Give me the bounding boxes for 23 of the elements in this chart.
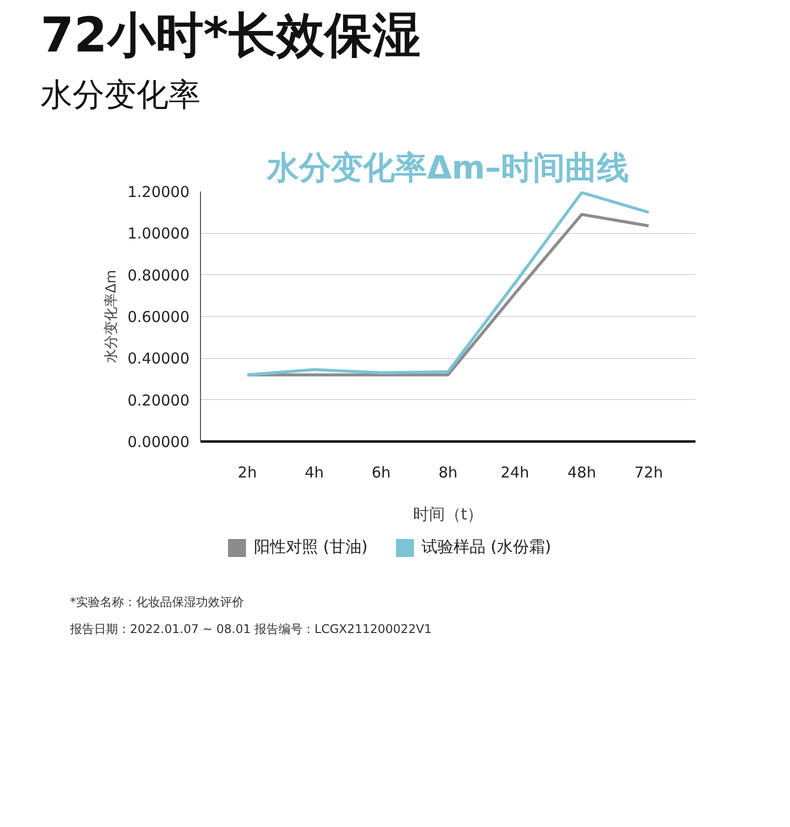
legend-label: 阳性对照 (甘油) [254, 537, 368, 556]
text: 水分变化率 [40, 76, 200, 114]
legend-label: 试验样品 (水份霜) [422, 537, 552, 556]
y-tick-label: 0.60000 [127, 308, 190, 326]
y-tick-label: 0.00000 [127, 433, 190, 451]
y-tick-label: 0.20000 [127, 391, 190, 410]
x-axis-title: 时间（t） [412, 504, 484, 524]
y-tick-label: 0.80000 [127, 266, 190, 284]
text: 报告日期：2022.01.07 ~ 08.01 报告编号：LCGX211200022V1 [70, 621, 432, 638]
x-tick-label: 4h [304, 464, 324, 482]
x-tick-label: 6h [372, 464, 391, 482]
x-tick-label: 24h [500, 464, 530, 482]
y-axis-title: 水分变化率Δm [103, 270, 120, 364]
text: *实验名称：化妆品保湿功效评价 [70, 594, 244, 612]
y-tick-label: 0.40000 [127, 350, 190, 368]
x-tick-label: 2h [238, 464, 257, 482]
y-tick-label: 1.00000 [127, 224, 190, 243]
x-tick-label: 72h [634, 464, 663, 482]
y-tick-label: 1.20000 [127, 183, 190, 201]
x-tick-label: 48h [567, 464, 596, 482]
chart-title: 水分变化率Δm–时间曲线 [266, 148, 630, 186]
x-tick-label: 8h [438, 464, 458, 482]
text: 72小时*长效保湿 [40, 8, 420, 64]
